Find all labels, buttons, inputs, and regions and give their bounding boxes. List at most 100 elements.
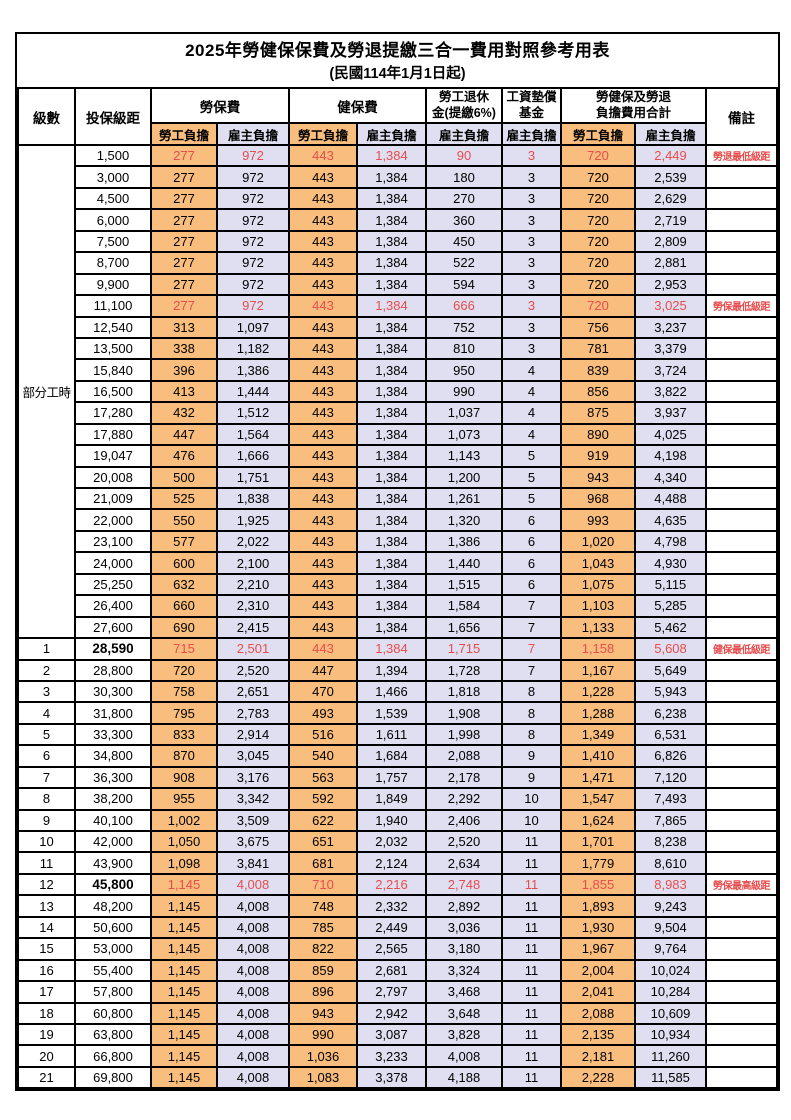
bracket-cell: 34,800 (74, 744, 152, 768)
value-cell-labor-employee: 1,145 (150, 1044, 218, 1068)
remark-cell: 健保最低級距 (705, 637, 779, 661)
bracket-cell: 28,590 (74, 637, 152, 661)
value-cell-health-employee: 681 (288, 851, 358, 875)
value-cell-labor-employee: 1,145 (150, 1001, 218, 1025)
value-cell-health-employee: 710 (288, 872, 358, 897)
bracket-cell: 9,900 (74, 272, 152, 297)
value-cell-labor-employee: 1,145 (150, 872, 218, 897)
level-cell: 14 (17, 915, 76, 940)
level-cell: 10 (17, 829, 76, 854)
value-cell-wagefund-employer: 5 (501, 486, 562, 511)
table-row: 25,250 632 2,210 443 1,384 1,515 6 1,075 5,115 (18, 572, 779, 597)
value-cell-wagefund-employer: 7 (501, 594, 562, 618)
remark-cell (705, 915, 779, 940)
table-row: 9,900 277 972 443 1,384 594 3 720 2,953 (18, 272, 779, 297)
remark-cell (705, 444, 779, 468)
value-cell-total-employer: 4,635 (633, 508, 708, 532)
value-cell-health-employer: 1,384 (356, 551, 427, 575)
value-cell-total-employee: 2,041 (560, 980, 636, 1004)
value-cell-total-employee: 2,004 (560, 958, 636, 983)
value-cell-total-employee: 2,135 (560, 1022, 636, 1047)
value-cell-health-employer: 1,384 (356, 444, 427, 468)
table-row: 20 66,800 1,145 4,008 1,036 3,233 4,008 11 2,181… (17, 1044, 779, 1068)
value-cell-wagefund-employer: 6 (501, 551, 562, 575)
value-cell-total-employee: 1,930 (560, 915, 636, 940)
value-cell-health-employee: 859 (288, 958, 358, 983)
remark-cell (705, 980, 779, 1004)
value-cell-wagefund-employer: 3 (501, 165, 562, 189)
value-cell-wagefund-employer: 8 (501, 679, 562, 704)
table-row: 4 31,800 795 2,783 493 1,539 1,908 8 1,288 6,238 (17, 701, 779, 725)
bracket-cell: 63,800 (74, 1022, 152, 1047)
bracket-cell: 19,047 (74, 444, 152, 468)
value-cell-labor-employer: 2,415 (216, 615, 290, 640)
value-cell-health-employee: 443 (288, 358, 358, 382)
value-cell-health-employee: 443 (288, 165, 358, 189)
value-cell-wagefund-employer: 11 (501, 958, 562, 983)
value-cell-labor-employee: 277 (150, 208, 218, 232)
value-cell-labor-employee: 447 (150, 422, 218, 447)
value-cell-pension-employer: 1,200 (425, 465, 503, 490)
value-cell-total-employer: 5,608 (633, 637, 708, 661)
remark-cell (705, 594, 779, 618)
value-cell-wagefund-employer: 11 (501, 1044, 562, 1068)
value-cell-total-employer: 2,809 (633, 229, 708, 254)
value-cell-health-employee: 470 (288, 679, 358, 704)
bracket-cell: 30,300 (74, 679, 152, 704)
value-cell-pension-employer: 3,180 (425, 937, 503, 961)
value-cell-labor-employee: 758 (150, 679, 218, 704)
bracket-cell: 21,009 (74, 486, 152, 511)
value-cell-health-employer: 1,384 (356, 508, 427, 532)
remark-cell (705, 572, 779, 597)
value-cell-total-employee: 720 (560, 165, 636, 189)
value-cell-labor-employer: 1,838 (216, 486, 290, 511)
value-cell-health-employee: 651 (288, 829, 358, 854)
value-cell-total-employer: 5,285 (633, 594, 708, 618)
value-cell-labor-employee: 525 (150, 486, 218, 511)
value-cell-total-employee: 1,624 (560, 808, 636, 833)
value-cell-labor-employer: 1,512 (216, 401, 290, 425)
value-cell-pension-employer: 1,440 (425, 551, 503, 575)
value-cell-health-employer: 2,942 (356, 1001, 427, 1025)
value-cell-labor-employee: 795 (150, 701, 218, 725)
value-cell-labor-employer: 1,666 (216, 444, 290, 468)
value-cell-labor-employee: 1,145 (150, 915, 218, 940)
value-cell-labor-employer: 1,386 (216, 358, 290, 382)
value-cell-wagefund-employer: 11 (501, 829, 562, 854)
remark-cell (705, 1022, 779, 1047)
value-cell-labor-employee: 277 (150, 272, 218, 297)
remark-cell (705, 251, 779, 275)
value-cell-health-employee: 493 (288, 701, 358, 725)
table-row: 7,500 277 972 443 1,384 450 3 720 2,809 (18, 229, 779, 254)
value-cell-wagefund-employer: 4 (501, 401, 562, 425)
bracket-cell: 20,008 (74, 465, 152, 490)
page-subtitle: (民國114年1月1日起) (329, 66, 466, 82)
value-cell-wagefund-employer: 3 (501, 294, 562, 318)
value-cell-wagefund-employer: 9 (501, 744, 562, 768)
value-cell-health-employer: 1,466 (356, 679, 427, 704)
value-cell-pension-employer: 2,748 (425, 872, 503, 897)
value-cell-health-employer: 1,394 (356, 658, 427, 682)
value-cell-labor-employer: 3,841 (216, 851, 290, 875)
remark-cell: 勞退最低級距 (705, 143, 779, 168)
table-row: 20,008 500 1,751 443 1,384 1,200 5 943 4,340 (18, 465, 779, 490)
value-cell-total-employee: 1,349 (560, 722, 636, 747)
value-cell-labor-employer: 1,925 (216, 508, 290, 532)
value-cell-labor-employee: 277 (150, 143, 218, 168)
value-cell-pension-employer: 1,073 (425, 422, 503, 447)
remark-cell (705, 658, 779, 682)
value-cell-total-employer: 8,238 (633, 829, 708, 854)
value-cell-health-employer: 1,384 (356, 529, 427, 554)
value-cell-pension-employer: 990 (425, 379, 503, 404)
value-cell-labor-employee: 396 (150, 358, 218, 382)
value-cell-labor-employer: 3,342 (216, 787, 290, 811)
table-row: 22,000 550 1,925 443 1,384 1,320 6 993 4,635 (18, 508, 779, 532)
value-cell-pension-employer: 1,320 (425, 508, 503, 532)
value-cell-health-employee: 592 (288, 787, 358, 811)
remark-cell (705, 615, 779, 640)
value-cell-total-employer: 10,284 (633, 980, 708, 1004)
value-cell-wagefund-employer: 5 (501, 465, 562, 490)
value-cell-health-employee: 622 (288, 808, 358, 833)
value-cell-labor-employer: 972 (216, 251, 290, 275)
value-cell-pension-employer: 450 (425, 229, 503, 254)
